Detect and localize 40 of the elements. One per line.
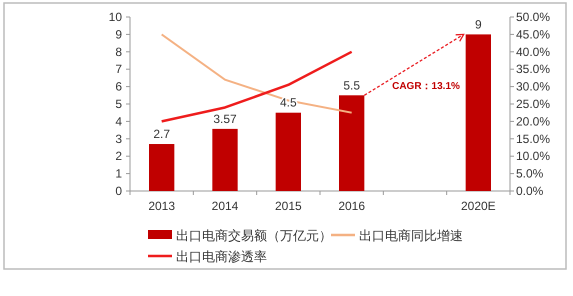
data-label: 5.5 [343,78,360,92]
y2-tick-label: 45.0% [516,27,550,42]
legend-label: 出口电商渗透率 [176,249,267,264]
y2-tick-label: 25.0% [516,97,550,111]
y-tick-label: 9 [115,27,122,42]
y2-tick-label: 10.0% [516,149,550,164]
y2-tick-label: 15.0% [516,132,550,146]
data-label: 3.57 [213,112,237,126]
annotation: CAGR：13.1% [392,80,460,92]
y-tick-label: 6 [115,80,122,94]
bar [276,112,301,191]
y2-tick-label: 20.0% [516,114,550,128]
y2-tick-label: 0.0% [516,184,544,198]
x-tick-label: 2013 [148,199,176,213]
data-label: 2.7 [153,127,170,142]
x-tick-label: 2020E [460,199,496,213]
y2-tick-label: 50.0% [516,10,550,24]
data-label: 9 [474,17,482,32]
bar [339,95,364,191]
y2-tick-label: 35.0% [516,62,550,76]
y-tick-label: 4 [115,114,122,128]
y-tick-label: 2 [115,149,122,164]
bar [149,144,174,191]
y-tick-label: 8 [115,44,122,59]
bar [466,34,491,191]
y2-tick-label: 5.0% [516,166,544,181]
y-tick-label: 3 [115,132,122,146]
legend-label: 出口电商同比增速 [359,228,463,243]
y2-tick-label: 30.0% [516,80,550,94]
x-tick-label: 2014 [212,199,239,213]
y2-tick-label: 40.0% [516,44,550,59]
x-tick-label: 2016 [338,199,366,213]
y-tick-label: 1 [115,166,122,181]
y-tick-label: 7 [115,62,122,76]
x-tick-label: 2015 [274,199,302,213]
y-tick-label: 10 [108,10,122,24]
bar [212,128,238,191]
legend-label: 出口电商交易额（万亿元） [176,228,332,243]
y-tick-label: 5 [115,97,122,111]
y-tick-label: 0 [115,184,122,198]
